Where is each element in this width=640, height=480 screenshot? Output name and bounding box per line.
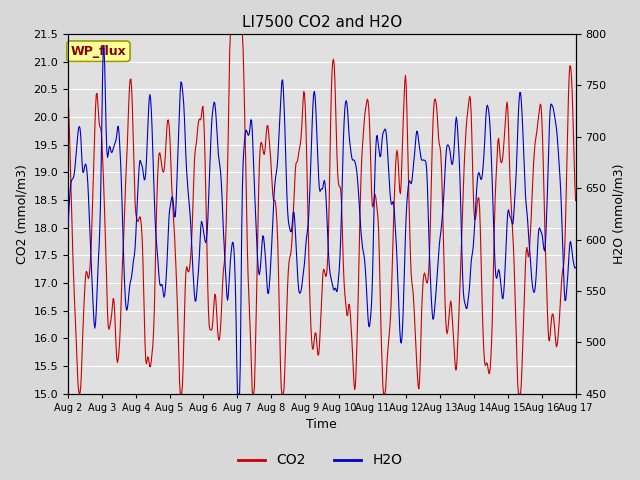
Y-axis label: H2O (mmol/m3): H2O (mmol/m3) [612, 164, 625, 264]
Text: WP_flux: WP_flux [70, 45, 126, 58]
X-axis label: Time: Time [307, 419, 337, 432]
Y-axis label: CO2 (mmol/m3): CO2 (mmol/m3) [15, 164, 28, 264]
Title: LI7500 CO2 and H2O: LI7500 CO2 and H2O [242, 15, 402, 30]
Legend: CO2, H2O: CO2, H2O [232, 448, 408, 473]
